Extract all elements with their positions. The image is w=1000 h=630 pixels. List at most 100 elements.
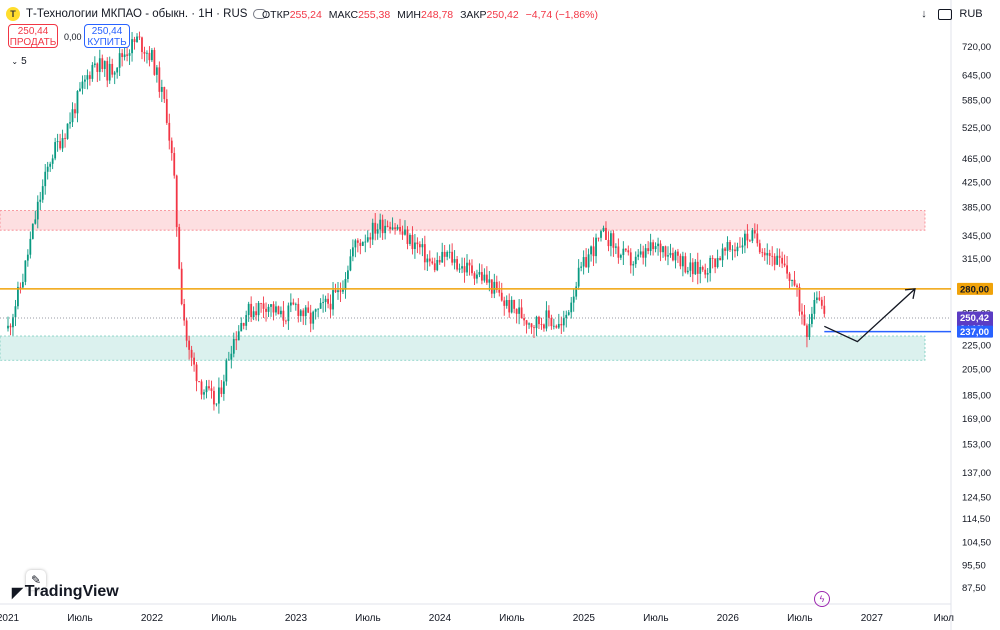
y-tick-label: 225,00 xyxy=(962,340,991,351)
candle-body xyxy=(59,141,62,149)
candle-body xyxy=(416,242,419,245)
arrow-down-icon[interactable]: ↓ xyxy=(921,8,927,20)
candle-body xyxy=(530,323,533,328)
candle-body xyxy=(205,386,208,393)
candle-body xyxy=(490,279,493,294)
candle-body xyxy=(679,255,682,267)
eye-icon[interactable] xyxy=(253,9,268,19)
candle-body xyxy=(689,262,692,271)
candle-body xyxy=(270,304,272,307)
candle-body xyxy=(7,325,9,329)
candle-body xyxy=(113,72,116,75)
candle-body xyxy=(79,88,81,92)
currency-label[interactable]: RUB xyxy=(959,8,983,20)
sell-label: ПРОДАТЬ xyxy=(9,37,57,48)
candle-body xyxy=(54,142,57,159)
y-tick-label: 87,50 xyxy=(962,583,986,594)
y-tick-label: 315,00 xyxy=(962,254,991,265)
buy-button[interactable]: 250,44 КУПИТЬ xyxy=(84,24,130,48)
candle-body xyxy=(771,255,774,257)
candle-body xyxy=(414,242,416,250)
candle-body xyxy=(151,50,153,61)
candle-body xyxy=(763,252,766,256)
candle-body xyxy=(758,243,761,253)
candle-body xyxy=(528,323,530,325)
pencil-icon[interactable]: ✎ xyxy=(26,570,46,590)
candle-body xyxy=(704,269,707,275)
sell-button[interactable]: 250,44 ПРОДАТЬ xyxy=(8,24,58,48)
candle-body xyxy=(644,248,647,258)
candle-body xyxy=(34,219,37,224)
candle-body xyxy=(409,234,411,244)
zone-resistance xyxy=(0,210,926,231)
candle-body xyxy=(302,310,305,317)
candle-body xyxy=(453,259,456,263)
candle-body xyxy=(247,303,250,316)
candle-body xyxy=(624,248,627,251)
candle-body xyxy=(36,201,39,220)
candle-body xyxy=(590,246,592,255)
window-icon[interactable] xyxy=(936,4,954,24)
candle-body xyxy=(213,390,215,405)
candle-body xyxy=(746,233,749,241)
candle-body xyxy=(701,267,704,270)
candle-body xyxy=(466,262,468,273)
candle-body xyxy=(793,279,796,286)
candle-body xyxy=(56,141,59,143)
candle-body xyxy=(272,304,275,313)
candle-body xyxy=(210,388,213,391)
x-tick-label: 2024 xyxy=(429,613,452,624)
candle-body xyxy=(17,286,19,307)
candle-body xyxy=(595,237,597,257)
candle-body xyxy=(183,304,186,321)
candle-body xyxy=(545,310,548,329)
candle-body xyxy=(629,252,632,266)
candle-body xyxy=(773,256,776,265)
y-tick-label: 114,50 xyxy=(962,514,990,525)
candle-body xyxy=(739,246,741,248)
candle-body xyxy=(696,261,699,274)
candle-body xyxy=(217,387,220,404)
candle-body xyxy=(227,359,230,361)
projection-path xyxy=(824,288,916,343)
candle-body xyxy=(297,303,300,316)
candle-body xyxy=(672,252,674,261)
candle-body xyxy=(505,300,508,306)
candle-body xyxy=(681,256,684,267)
candle-body xyxy=(163,87,166,100)
candle-body xyxy=(347,270,349,280)
symbol-title[interactable]: Т-Технологии МКПАО - обыкн. · 1Н · RUS xyxy=(26,8,248,20)
candle-body xyxy=(806,325,808,338)
y-tick-label: 153,00 xyxy=(962,439,991,450)
candle-body xyxy=(461,266,463,269)
candle-body xyxy=(131,39,133,54)
candle-body xyxy=(575,286,578,297)
candle-body xyxy=(101,58,104,69)
candle-body xyxy=(337,290,339,293)
y-tick-label: 124,50 xyxy=(962,492,991,503)
spread-value: 0,00 xyxy=(64,32,82,42)
candle-body xyxy=(798,287,801,312)
candle-body xyxy=(652,242,655,250)
candle-body xyxy=(543,324,545,329)
brand-text: TradingView xyxy=(24,583,119,600)
x-tick-label: 2025 xyxy=(573,613,596,624)
candle-body xyxy=(349,256,352,271)
lightning-icon[interactable]: ϟ xyxy=(814,591,830,607)
resistance-tag-box xyxy=(957,282,993,295)
candle-body xyxy=(394,227,396,230)
target-tag-price: 237,00 xyxy=(960,327,989,338)
x-tick-label: 2022 xyxy=(141,613,164,624)
candle-body xyxy=(376,229,379,234)
x-tick-label: Июл xyxy=(934,613,954,624)
candle-body xyxy=(476,274,478,279)
candle-body xyxy=(721,248,724,261)
candle-body xyxy=(307,307,310,313)
candle-body xyxy=(381,219,384,234)
interval-toggle[interactable]: ⌄ 5 xyxy=(6,54,32,69)
candle-body xyxy=(136,36,138,43)
candle-body xyxy=(781,257,784,264)
buy-label: КУПИТЬ xyxy=(87,37,127,48)
candle-body xyxy=(374,222,377,234)
